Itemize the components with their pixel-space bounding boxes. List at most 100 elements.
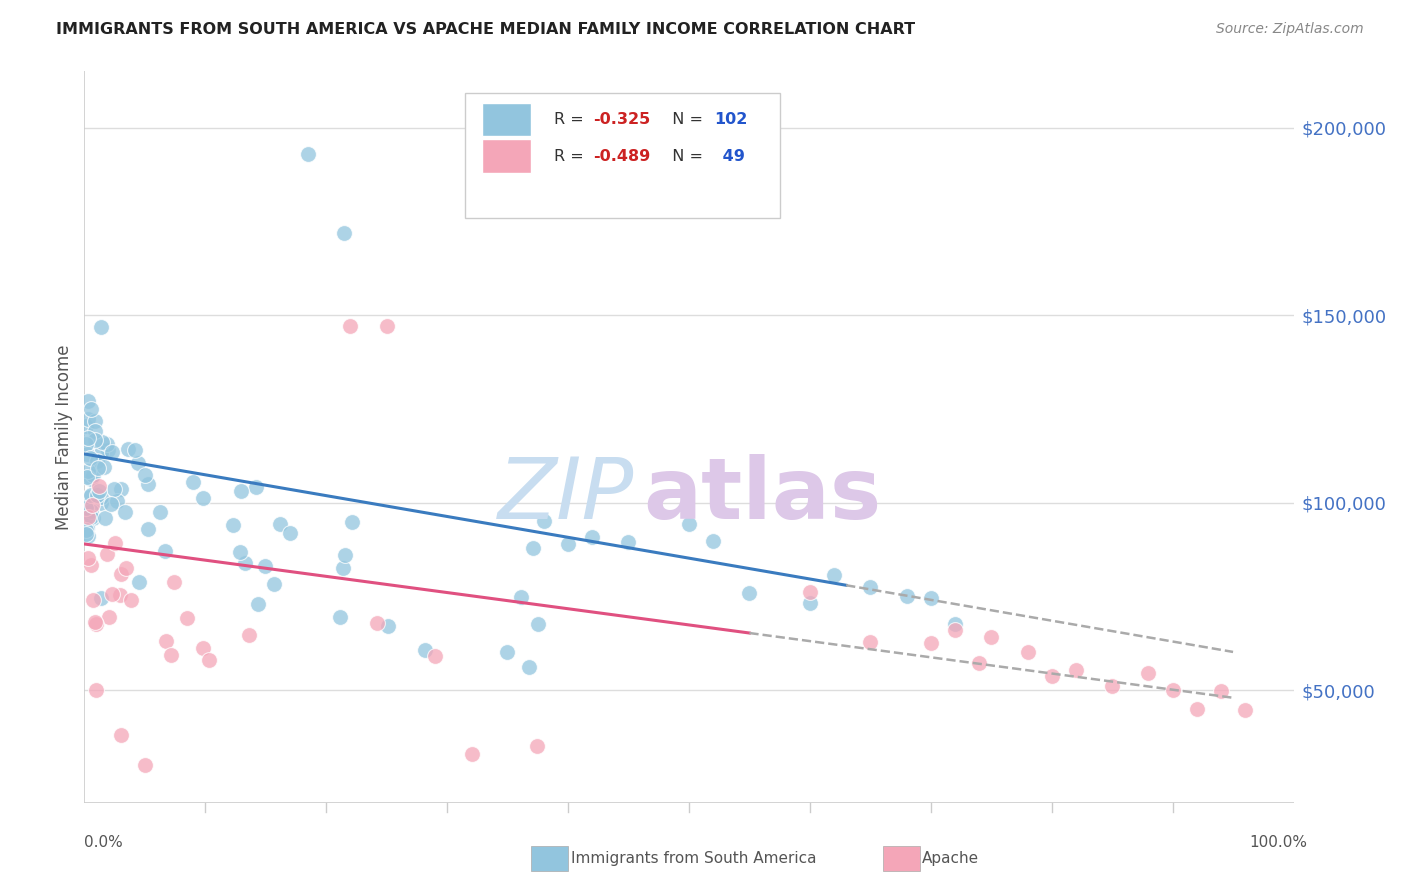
Point xyxy=(943,623,966,637)
Point xyxy=(77,490,100,504)
Point xyxy=(77,509,100,524)
FancyBboxPatch shape xyxy=(482,139,530,173)
Point xyxy=(702,533,724,548)
Point xyxy=(375,319,398,334)
Point xyxy=(90,446,112,460)
Point xyxy=(581,530,603,544)
Point xyxy=(82,468,104,483)
Point xyxy=(738,586,761,600)
Point xyxy=(496,645,519,659)
Point xyxy=(114,505,136,519)
Point xyxy=(76,521,98,535)
Point xyxy=(115,561,138,575)
Text: N =: N = xyxy=(662,112,709,128)
Point xyxy=(1209,683,1232,698)
Point xyxy=(90,591,112,606)
Point xyxy=(80,488,103,502)
Point xyxy=(90,496,112,510)
Point xyxy=(339,319,361,334)
Point xyxy=(1137,666,1160,681)
Point xyxy=(77,394,100,409)
Point xyxy=(238,628,260,642)
Point xyxy=(134,758,156,772)
Point xyxy=(136,522,159,536)
Text: IMMIGRANTS FROM SOUTH AMERICA VS APACHE MEDIAN FAMILY INCOME CORRELATION CHART: IMMIGRANTS FROM SOUTH AMERICA VS APACHE … xyxy=(56,22,915,37)
Point xyxy=(86,683,108,698)
Point xyxy=(110,728,132,742)
Point xyxy=(799,595,821,609)
Point xyxy=(366,615,388,630)
Point xyxy=(79,504,101,518)
Point xyxy=(335,548,357,562)
Point xyxy=(191,491,214,505)
Point xyxy=(136,476,159,491)
Point xyxy=(1101,679,1123,693)
Point xyxy=(80,472,103,486)
Point xyxy=(101,445,124,459)
Point xyxy=(82,510,104,524)
Y-axis label: Median Family Income: Median Family Income xyxy=(55,344,73,530)
Point xyxy=(76,447,98,461)
Point xyxy=(340,515,363,529)
Point xyxy=(97,443,120,458)
Point xyxy=(460,747,482,761)
Point xyxy=(148,505,170,519)
Point xyxy=(84,424,107,438)
Point xyxy=(533,514,555,528)
Point xyxy=(1017,645,1039,659)
Point xyxy=(617,535,640,549)
Point xyxy=(75,527,97,541)
Point xyxy=(415,643,437,657)
Point xyxy=(162,574,184,589)
Point xyxy=(160,648,183,663)
Point xyxy=(920,591,942,605)
Point xyxy=(943,617,966,632)
Text: Apache: Apache xyxy=(922,851,980,865)
Point xyxy=(90,434,112,449)
Point xyxy=(75,523,97,537)
Point xyxy=(517,659,540,673)
Point xyxy=(557,537,579,551)
Point xyxy=(1161,683,1184,698)
Point xyxy=(77,431,100,445)
Point xyxy=(110,589,132,603)
Point xyxy=(233,556,256,570)
Point xyxy=(231,484,253,499)
Point xyxy=(181,475,204,490)
Text: ZIP: ZIP xyxy=(498,454,634,537)
FancyBboxPatch shape xyxy=(465,94,780,218)
Point xyxy=(859,580,882,594)
Point xyxy=(96,547,118,561)
Point xyxy=(80,498,103,512)
Point xyxy=(198,653,221,667)
Point xyxy=(79,451,101,466)
Text: -0.489: -0.489 xyxy=(593,149,651,164)
Point xyxy=(105,494,128,508)
Text: 100.0%: 100.0% xyxy=(1250,836,1308,850)
Point xyxy=(93,460,115,475)
Point xyxy=(297,147,319,161)
Point xyxy=(425,649,447,664)
Point xyxy=(823,568,845,582)
Point xyxy=(76,464,98,478)
Text: atlas: atlas xyxy=(643,454,882,537)
Point xyxy=(76,469,98,483)
Point xyxy=(1185,702,1208,716)
Point xyxy=(920,636,942,650)
Point xyxy=(859,634,882,648)
Text: N =: N = xyxy=(662,149,709,164)
Point xyxy=(278,526,301,541)
Point xyxy=(87,479,110,493)
Point xyxy=(127,456,149,470)
Point xyxy=(124,442,146,457)
Point xyxy=(75,419,97,434)
Point xyxy=(87,488,110,502)
Point xyxy=(134,468,156,483)
Point xyxy=(98,609,121,624)
Point xyxy=(75,510,97,524)
Point xyxy=(176,611,198,625)
Text: 49: 49 xyxy=(717,149,745,164)
Point xyxy=(229,545,252,559)
Point xyxy=(80,558,103,573)
Point xyxy=(82,592,104,607)
